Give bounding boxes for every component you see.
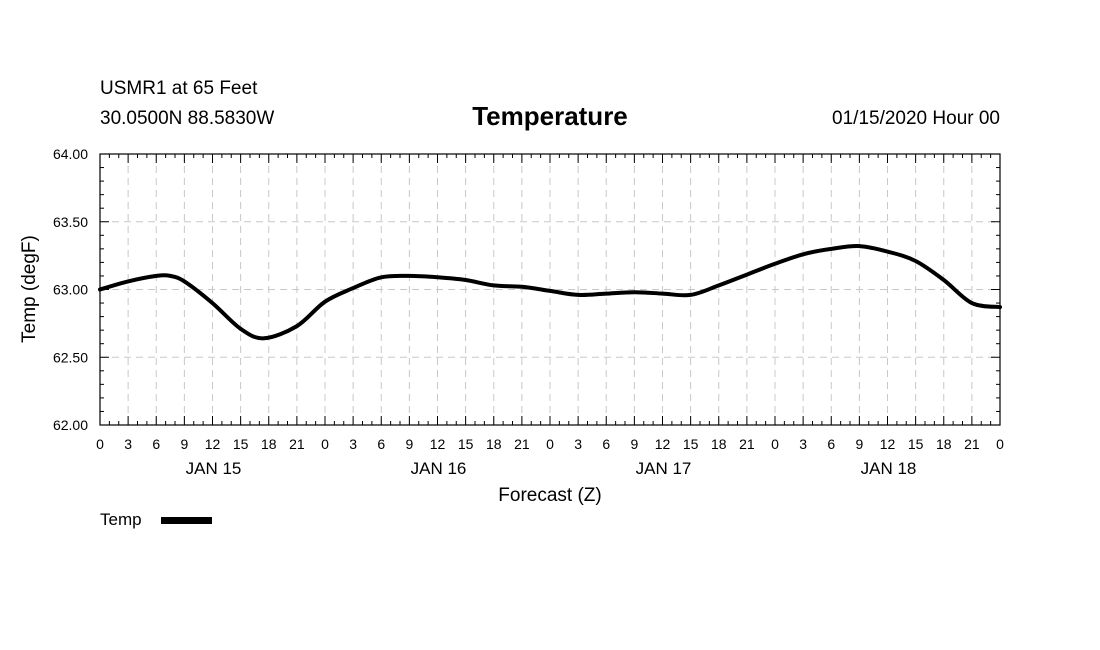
x-tick-label: 15: [233, 436, 249, 452]
x-tick-label: 21: [739, 436, 755, 452]
y-tick-label: 62.50: [53, 349, 88, 365]
forecast-datetime: 01/15/2020 Hour 00: [832, 108, 1000, 129]
x-tick-label: 0: [321, 436, 329, 452]
x-tick-label: 12: [430, 436, 446, 452]
x-tick-label: 9: [630, 436, 638, 452]
x-tick-label: 15: [683, 436, 699, 452]
x-tick-label: 21: [964, 436, 980, 452]
legend-label-temp: Temp: [100, 510, 142, 529]
station-name: USMR1 at 65 Feet: [100, 78, 258, 99]
x-tick-label: 3: [799, 436, 807, 452]
x-tick-label: 18: [711, 436, 727, 452]
x-tick-label: 0: [996, 436, 1004, 452]
y-tick-label: 64.00: [53, 146, 88, 162]
x-tick-label: 0: [546, 436, 554, 452]
x-tick-label: 21: [514, 436, 530, 452]
axis-ticks: [99, 153, 1001, 426]
legend: Temp: [100, 510, 212, 529]
y-tick-labels: 62.00 62.50 63.00 63.50 64.00: [53, 146, 88, 433]
x-tick-label: 3: [124, 436, 132, 452]
x-tick-label: 21: [289, 436, 305, 452]
x-tick-label: 6: [827, 436, 835, 452]
series-line-temp: [98, 244, 1002, 341]
x-tick-label: 0: [96, 436, 104, 452]
x-tick-label: 12: [880, 436, 896, 452]
x-tick-label: 6: [602, 436, 610, 452]
date-label: JAN 16: [411, 459, 467, 478]
x-tick-label: 9: [855, 436, 863, 452]
x-tick-label: 18: [936, 436, 952, 452]
x-tick-labels: 0 3 6 9 12 15 18 21 0 3 6 9 12 15 18 21 0 3 6 9 12 15 18 21 0 3 6 9…: [96, 436, 1004, 452]
x-tick-label: 3: [349, 436, 357, 452]
y-tick-label: 62.00: [53, 417, 88, 433]
x-tick-label: 12: [205, 436, 221, 452]
y-tick-label: 63.50: [53, 214, 88, 230]
x-tick-label: 9: [180, 436, 188, 452]
x-tick-label: 0: [771, 436, 779, 452]
station-coords: 30.0500N 88.5830W: [100, 108, 274, 129]
date-label: JAN 15: [186, 459, 242, 478]
y-tick-label: 63.00: [53, 282, 88, 298]
x-tick-label: 12: [655, 436, 671, 452]
date-labels: JAN 15 JAN 16 JAN 17 JAN 18: [186, 459, 917, 478]
x-axis-label: Forecast (Z): [498, 485, 601, 506]
x-tick-label: 18: [486, 436, 502, 452]
legend-swatch-temp: [161, 517, 212, 524]
y-axis-label: Temp (degF): [19, 235, 40, 343]
x-tick-label: 3: [574, 436, 582, 452]
x-tick-label: 15: [458, 436, 474, 452]
x-tick-label: 9: [405, 436, 413, 452]
x-tick-label: 6: [377, 436, 385, 452]
date-label: JAN 18: [861, 459, 917, 478]
date-label: JAN 17: [636, 459, 692, 478]
x-tick-label: 18: [261, 436, 277, 452]
x-tick-label: 6: [152, 436, 160, 452]
x-tick-label: 15: [908, 436, 924, 452]
chart-title: Temperature: [472, 101, 628, 131]
